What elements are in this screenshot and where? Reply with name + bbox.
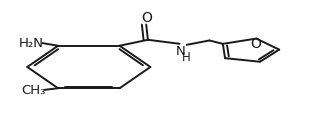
Text: N: N (176, 45, 186, 58)
Text: O: O (141, 11, 152, 25)
Text: H₂N: H₂N (19, 37, 44, 50)
Text: O: O (250, 37, 261, 51)
Text: CH₃: CH₃ (22, 84, 46, 97)
Text: H: H (182, 51, 190, 64)
